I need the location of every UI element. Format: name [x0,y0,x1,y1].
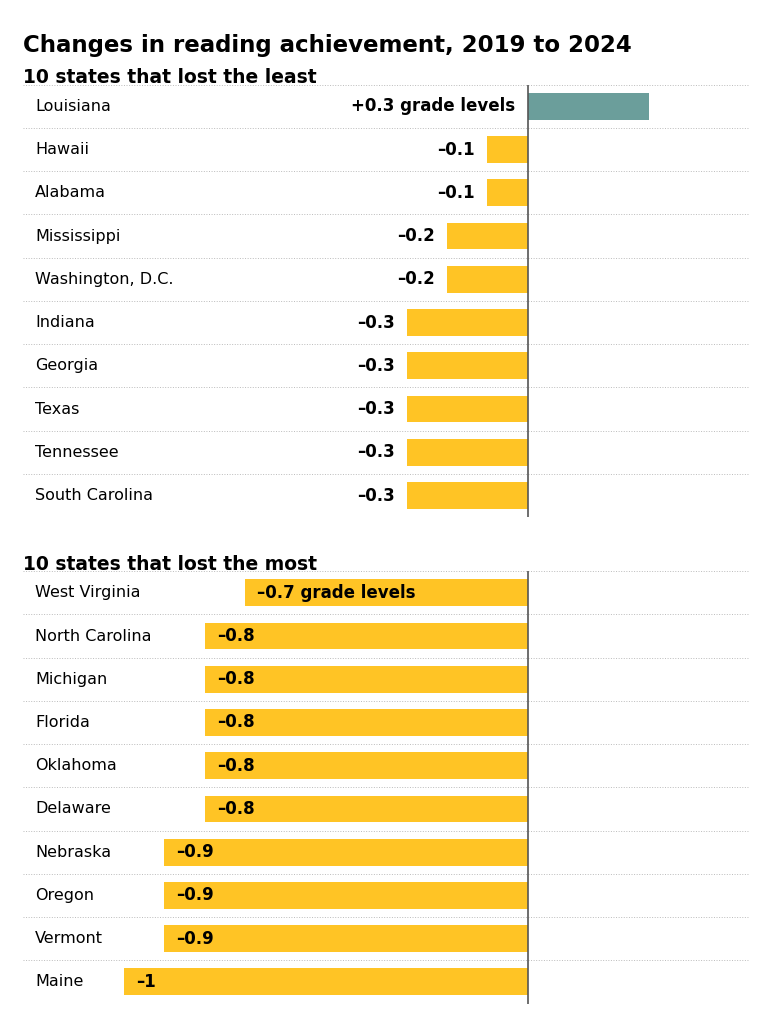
Text: Vermont: Vermont [35,931,103,946]
Text: 10 states that lost the most: 10 states that lost the most [23,555,317,573]
Bar [447,266,528,293]
Text: Hawaii: Hawaii [35,142,89,157]
Text: North Carolina: North Carolina [35,629,151,643]
Text: Maine: Maine [35,975,83,989]
Text: –1: –1 [136,973,156,991]
Text: Michigan: Michigan [35,672,107,687]
Bar [245,580,528,606]
Bar [487,136,528,163]
Text: 10 states that lost the least: 10 states that lost the least [23,69,317,87]
Text: –0.3: –0.3 [356,400,395,418]
Text: Florida: Florida [35,715,90,730]
Bar [204,623,528,649]
Text: Washington, D.C.: Washington, D.C. [35,271,174,287]
Text: –0.3: –0.3 [356,356,395,375]
Text: Louisiana: Louisiana [35,99,111,114]
Text: –0.9: –0.9 [177,930,214,947]
Bar [204,796,528,822]
Bar [124,969,528,995]
Text: –0.2: –0.2 [397,270,435,289]
Text: –0.8: –0.8 [216,671,255,688]
Bar [164,839,528,865]
Text: Nebraska: Nebraska [35,845,111,860]
Text: +0.3 grade levels: +0.3 grade levels [351,97,516,116]
Text: –0.8: –0.8 [216,627,255,645]
Text: –0.8: –0.8 [216,714,255,731]
Text: –0.2: –0.2 [397,227,435,245]
Bar [528,93,649,120]
Bar [164,882,528,909]
Bar [406,309,528,336]
Bar [487,179,528,206]
Text: Oregon: Oregon [35,888,94,903]
Text: –0.1: –0.1 [438,184,475,202]
Text: Georgia: Georgia [35,358,98,374]
Text: –0.8: –0.8 [216,800,255,818]
Text: Texas: Texas [35,401,80,417]
Text: West Virginia: West Virginia [35,586,141,600]
Text: Delaware: Delaware [35,802,111,816]
Bar [164,926,528,952]
Text: –0.3: –0.3 [356,313,395,332]
Text: Indiana: Indiana [35,315,95,330]
Bar [406,395,528,423]
Text: Oklahoma: Oklahoma [35,758,117,773]
Text: –0.9: –0.9 [177,843,214,861]
Bar [204,666,528,692]
Bar [406,482,528,509]
Text: Mississippi: Mississippi [35,228,120,244]
Bar [406,352,528,379]
Text: –0.7 grade levels: –0.7 grade levels [257,584,415,602]
Text: –0.3: –0.3 [356,486,395,505]
Text: –0.1: –0.1 [438,140,475,159]
Bar [447,222,528,250]
Text: Tennessee: Tennessee [35,444,119,460]
Text: –0.9: –0.9 [177,887,214,904]
Text: Alabama: Alabama [35,185,106,201]
Text: Changes in reading achievement, 2019 to 2024: Changes in reading achievement, 2019 to … [23,35,632,57]
Text: South Carolina: South Carolina [35,488,153,503]
Text: –0.8: –0.8 [216,757,255,775]
Bar [204,709,528,736]
Bar [204,753,528,779]
Text: –0.3: –0.3 [356,443,395,461]
Bar [406,439,528,466]
